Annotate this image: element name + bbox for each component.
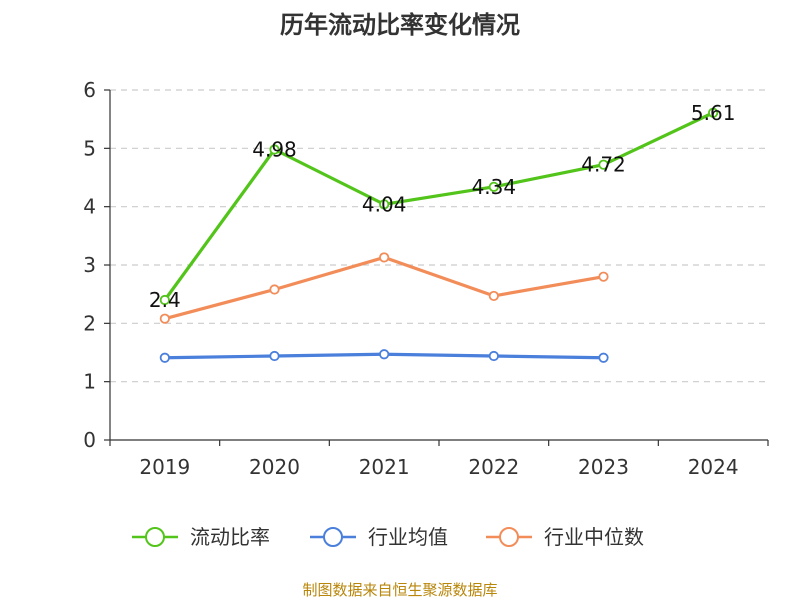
legend-label: 行业均值	[368, 525, 448, 549]
data-point	[708, 107, 719, 118]
y-tick-label: 6	[83, 78, 96, 102]
series-line-2	[163, 255, 606, 321]
legend[interactable]: 流动比率 行业均值 行业中位数	[132, 525, 644, 549]
x-tick-label: 2019	[139, 455, 190, 479]
y-tick-label: 5	[83, 136, 96, 160]
data-point	[379, 199, 390, 210]
x-tick-label: 2020	[249, 455, 300, 479]
series-line-0	[163, 111, 715, 302]
data-point	[598, 271, 609, 282]
axes: 0 1 2 3 4 5 6 2019 2020 2021 2022 2023 2024	[83, 78, 769, 479]
data-point	[159, 294, 170, 306]
legend-marker	[499, 527, 519, 547]
data-label: 2.4	[149, 288, 181, 312]
data-label: 4.72	[581, 153, 626, 177]
y-tick-label: 0	[83, 428, 96, 452]
data-point	[269, 350, 280, 362]
data-point	[159, 313, 170, 324]
source-note: 制图数据来自恒生聚源数据库	[302, 581, 497, 599]
data-point	[488, 350, 499, 362]
x-tick-label: 2024	[688, 455, 739, 479]
data-label: 4.98	[252, 138, 297, 162]
chart-title: 历年流动比率变化情况	[280, 11, 520, 39]
data-point	[598, 352, 609, 363]
data-labels: 2.4 4.98 4.04 4.34 4.72 5.61	[149, 101, 736, 312]
legend-label: 行业中位数	[544, 525, 644, 549]
data-point	[159, 352, 170, 363]
y-tick-label: 4	[83, 195, 96, 219]
data-label: 4.34	[472, 175, 517, 199]
data-point	[269, 284, 280, 295]
data-point	[488, 290, 499, 302]
legend-item-2[interactable]: 行业中位数	[486, 525, 644, 549]
series-layer	[159, 107, 719, 363]
data-point	[488, 181, 499, 192]
data-point	[379, 349, 390, 360]
legend-label: 流动比率	[190, 525, 270, 549]
legend-marker	[323, 527, 343, 547]
x-tick-label: 2023	[578, 455, 629, 479]
data-label: 4.04	[362, 192, 407, 216]
y-tick-label: 2	[83, 311, 96, 335]
data-label: 5.61	[691, 101, 736, 125]
y-tick-label: 1	[83, 370, 96, 394]
data-point	[269, 144, 280, 155]
data-point	[379, 252, 390, 263]
x-tick-label: 2021	[359, 455, 410, 479]
legend-item-1[interactable]: 行业均值	[310, 525, 448, 549]
legend-item-0[interactable]: 流动比率	[132, 525, 270, 549]
data-point	[598, 159, 609, 170]
x-tick-label: 2022	[468, 455, 519, 479]
legend-marker	[145, 527, 165, 547]
y-tick-label: 3	[83, 253, 96, 277]
